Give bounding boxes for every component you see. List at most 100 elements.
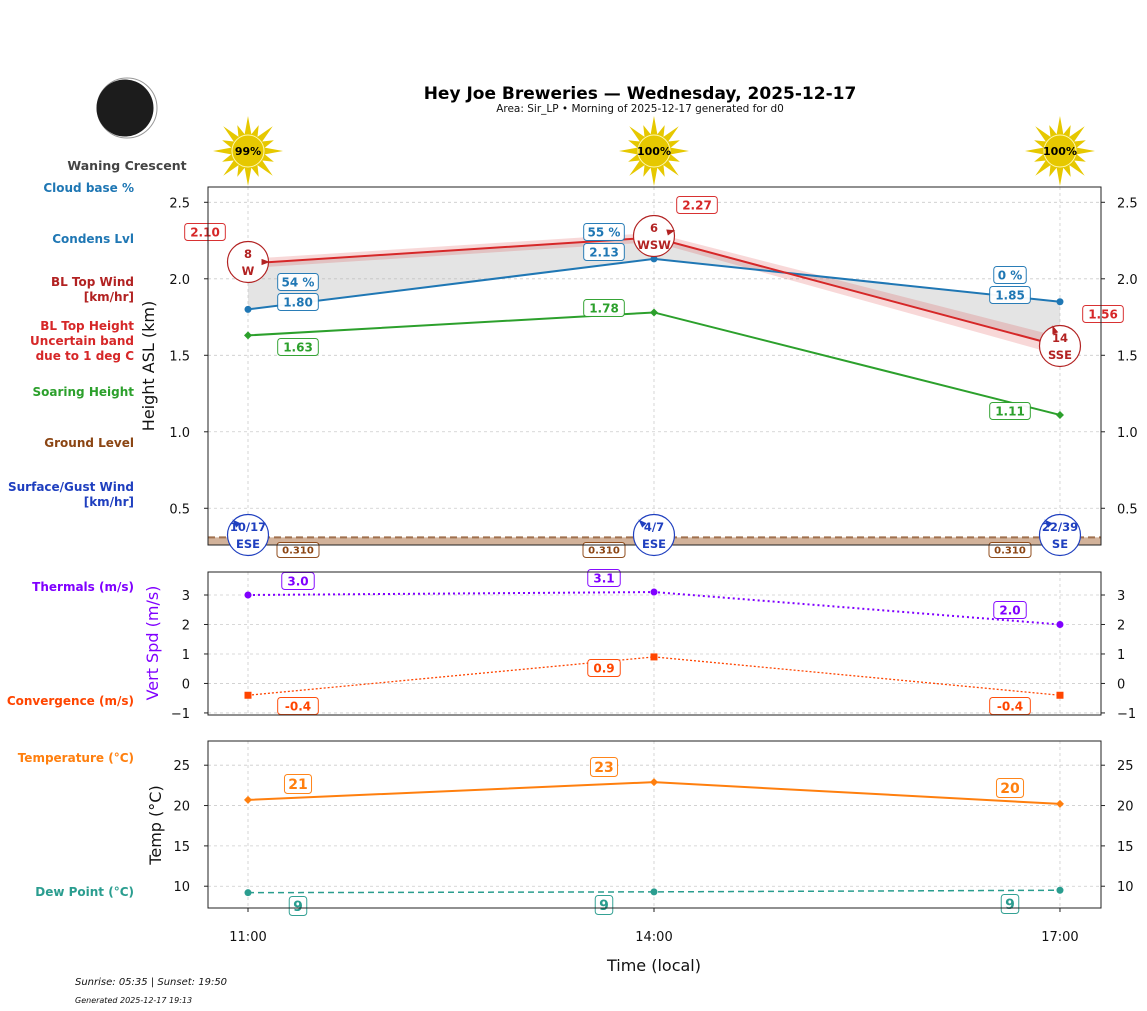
soaring-point <box>1055 410 1064 419</box>
y-tick-label-right: 3 <box>1117 589 1125 604</box>
dew-point-label-box <box>594 895 614 915</box>
left-label-dew-point: Dew Point (°C) <box>35 885 134 899</box>
x-axis-label: Time (local) <box>606 956 701 975</box>
thermals-label-box <box>993 601 1027 619</box>
y-tick-label: 1 <box>182 648 190 663</box>
condens-label: 1.80 <box>283 295 313 309</box>
left-label-soaring-height: Soaring Height <box>33 385 135 399</box>
y-axis-label-height: Height ASL (km) <box>139 301 158 431</box>
dew-point-label-box <box>288 896 308 916</box>
x-tick-label: 14:00 <box>635 930 672 945</box>
convergence-point <box>650 653 658 661</box>
bl-top-label-box <box>676 196 718 214</box>
soaring-label: 1.63 <box>283 340 313 354</box>
wind-arrow-icon <box>1044 519 1053 528</box>
y-tick-label: 0 <box>182 677 190 692</box>
x-tick-label: 11:00 <box>229 930 266 945</box>
sun-icon: 99% <box>213 116 283 186</box>
dew-point-point <box>1056 886 1064 894</box>
convergence-label: -0.4 <box>285 699 311 713</box>
thermals-label: 3.0 <box>287 574 308 588</box>
y-tick-label: 1.0 <box>169 426 190 441</box>
bl-top-label: 2.10 <box>190 225 220 239</box>
condens-label: 2.13 <box>589 245 619 259</box>
condens-label-box <box>583 243 625 261</box>
y-tick-label: 20 <box>173 800 190 815</box>
wind-speed: 14 <box>1052 331 1068 345</box>
left-label-surface-wind: Surface/Gust Wind <box>8 480 134 494</box>
dew-point-point <box>244 889 252 897</box>
sun-icon: 100% <box>1024 116 1095 186</box>
sun-disc <box>231 134 265 168</box>
cloud-pct-label: 0 % <box>998 268 1023 282</box>
temperature-label-box <box>589 757 619 777</box>
wind-direction: W <box>242 264 255 278</box>
y-tick-label: 3 <box>182 589 190 604</box>
left-label-convergence: Convergence (m/s) <box>7 694 134 708</box>
bl-top-wind-0: 8W <box>226 240 270 284</box>
ground-label: 0.310 <box>994 546 1026 557</box>
y-tick-label: 2 <box>182 618 190 633</box>
bl-top-wind-2: 14 SSE <box>1038 324 1082 368</box>
cloud-pct-label-box <box>583 223 625 241</box>
temperature-label: 20 <box>1000 781 1020 797</box>
condens-point <box>244 305 252 313</box>
y-tick-label: 2.0 <box>169 273 190 288</box>
left-label-condens-lvl: Condens Lvl <box>52 232 134 246</box>
y-tick-label-right: 20 <box>1117 800 1134 815</box>
ground-label-box <box>276 542 320 558</box>
wind-arrow-icon <box>261 258 270 266</box>
chart-title: Hey Joe Breweries — Wednesday, 2025-12-1… <box>424 84 857 104</box>
y-tick-label-right: 10 <box>1117 880 1134 895</box>
convergence-point <box>244 691 252 699</box>
y-tick-label-right: 1 <box>1117 648 1125 663</box>
left-label-ground-level: Ground Level <box>44 436 134 450</box>
y-tick-label-right: 25 <box>1117 759 1134 774</box>
wind-direction: SE <box>1052 537 1068 551</box>
sun-disc <box>1043 134 1077 168</box>
wind-direction: ESE <box>236 537 260 551</box>
thermals-label: 2.0 <box>999 603 1020 617</box>
condens-label-box <box>277 293 319 311</box>
cloud-pct-label-box <box>277 273 319 291</box>
dew-point-label: 9 <box>599 898 609 914</box>
temperature-label: 23 <box>594 760 613 776</box>
panel-1: 0.5 0.5 1.0 1.0 1.5 1.5 2.0 2.0 2.5 2.5 1.80 2.13 1.… <box>169 186 1138 558</box>
left-label-bl-top-height: Uncertain band <box>30 334 134 348</box>
y-axis-label-temp: Temp (°C) <box>146 785 165 865</box>
plot-frame <box>207 571 1102 716</box>
soaring-label: 1.78 <box>589 301 619 315</box>
temperature-label-box <box>995 778 1025 798</box>
wind-speed: 8 <box>244 247 252 261</box>
y-tick-label: 0.5 <box>169 502 190 517</box>
generated-timestamp: Generated 2025-12-17 19:13 <box>75 996 192 1005</box>
y-tick-label-right: 0 <box>1117 677 1125 692</box>
thermals-label-box <box>587 569 621 587</box>
wind-arrow-icon <box>232 519 241 528</box>
y-tick-label: 1.5 <box>169 349 190 364</box>
sun-icon: 100% <box>618 116 689 186</box>
thermals-point <box>650 588 658 596</box>
bl-top-label: 2.27 <box>682 198 712 212</box>
temperature-point <box>649 778 658 787</box>
sun-percent: 100% <box>1043 145 1077 158</box>
ground-label: 0.310 <box>282 546 314 557</box>
cloud-pct-label-box <box>993 266 1027 284</box>
sun-disc <box>637 134 671 168</box>
ground-label-box <box>582 542 626 558</box>
left-label-bl-top-height: BL Top Height <box>40 319 134 333</box>
y-tick-label: 2.5 <box>169 196 190 211</box>
ground-label-box <box>988 542 1032 558</box>
dew-point-label: 9 <box>293 899 303 915</box>
wind-direction: WSW <box>637 238 671 252</box>
soaring-label-box <box>277 338 319 356</box>
left-label-bl-top-wind: BL Top Wind <box>51 275 134 289</box>
soaring-label-box <box>583 299 625 317</box>
temperature-point <box>244 795 252 804</box>
series-layer: 21 23 20 9 9 9 <box>244 757 1064 916</box>
wind-circle <box>1038 324 1082 368</box>
series-layer: 3.0 3.1 2.0 -0.4 0.9 -0.4 <box>244 569 1064 715</box>
convergence-label: 0.9 <box>593 661 614 675</box>
